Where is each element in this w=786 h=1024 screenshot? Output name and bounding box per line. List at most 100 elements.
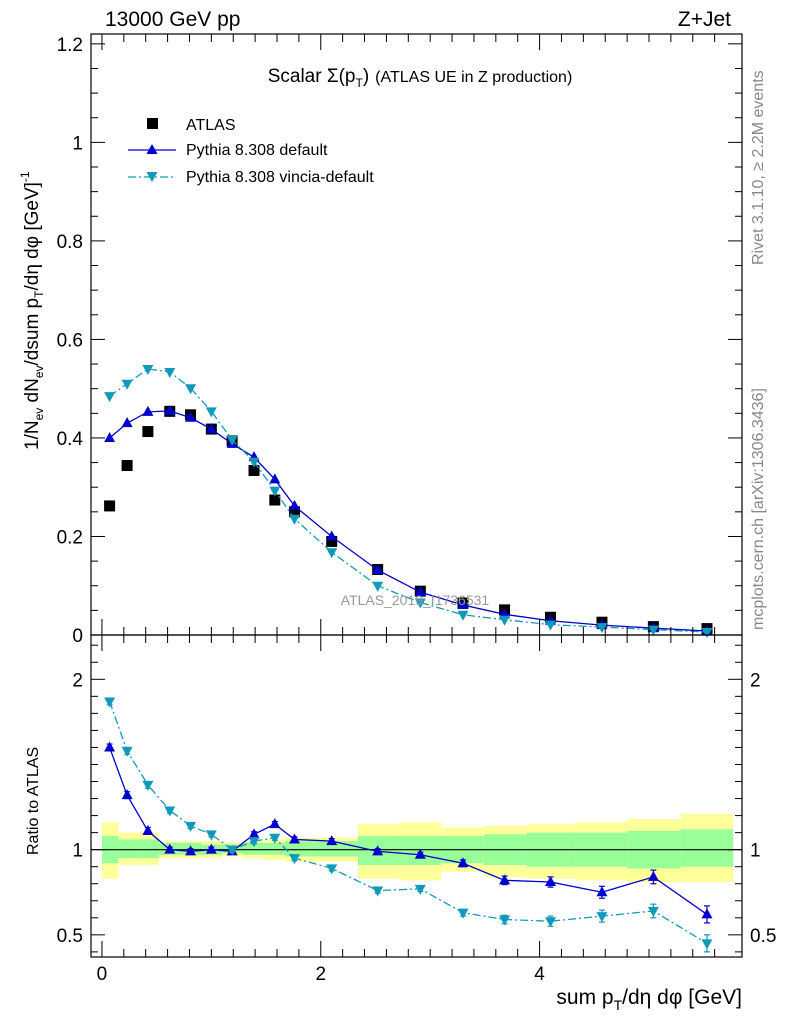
main-data-point-atlas — [326, 535, 338, 547]
main-plot-panel: 0 0.2 0.4 0.6 0.8 1 1.2 Scalar Σ(pT) (ATLAS UE … — [18, 33, 743, 647]
legend-marker-vincia — [146, 172, 158, 182]
main-y-tick-label: 1 — [72, 133, 83, 154]
main-data-point-vincia — [269, 486, 281, 497]
main-data-point-vincia — [205, 407, 217, 418]
main-data-point-atlas — [104, 500, 116, 512]
main-data-point-default — [326, 530, 338, 541]
x-tick-label: 4 — [534, 964, 545, 985]
main-data-point-atlas — [289, 506, 301, 518]
main-data-point-vincia — [499, 615, 511, 626]
process-label: Z+Jet — [678, 8, 731, 31]
main-data-point-default — [457, 598, 469, 609]
ratio-point-vincia — [248, 837, 260, 848]
main-data-point-vincia — [596, 623, 608, 634]
main-data-point-vincia — [545, 620, 557, 631]
main-data-point-vincia — [248, 457, 260, 468]
ratio-point-default — [248, 828, 260, 839]
main-data-point-vincia — [142, 364, 154, 375]
main-data-point-default — [205, 423, 217, 434]
ratio-point-vincia — [545, 917, 557, 928]
ratio-point-default — [701, 908, 713, 919]
ratio-point-vincia — [289, 854, 301, 865]
ratio-point-default — [414, 848, 426, 859]
ratio-y-tick-label-right: 1 — [750, 841, 761, 862]
ratio-point-vincia — [647, 907, 659, 917]
legend-label-vincia: Pythia 8.308 vincia-default — [186, 169, 374, 186]
ratio-point-default — [205, 843, 217, 854]
main-data-point-vincia — [226, 435, 238, 446]
main-data-point-vincia — [457, 610, 469, 621]
ratio-point-vincia — [205, 830, 217, 841]
main-data-point-vincia — [701, 628, 713, 639]
mcplots-label: mcplots.cern.ch [arXiv:1306.3436] — [750, 388, 767, 630]
ratio-plot-panel: 0.5 0.5 1 1 2 2 0 2 4 Ratio to ATLAS sum pT/dη d… — [25, 634, 776, 1013]
rivet-version-label: Rivet 3.1.10, ≥ 2.2M events — [750, 70, 767, 265]
legend: ATLAS Pythia 8.308 default Pythia 8.308 … — [128, 117, 374, 186]
ratio-point-default — [545, 876, 557, 887]
ratio-inner-band — [305, 841, 358, 857]
ratio-inner-band — [284, 841, 306, 857]
ratio-y-tick-label: 2 — [72, 670, 83, 691]
ratio-inner-band — [243, 842, 264, 855]
ratio-point-vincia — [326, 864, 338, 875]
legend-label-atlas: ATLAS — [186, 117, 236, 134]
ratio-point-vincia — [226, 845, 238, 856]
ratio-point-vincia — [142, 780, 154, 791]
main-data-point-default — [104, 431, 116, 442]
x-axis-title: sum pT/dη dφ [GeV] — [556, 986, 742, 1013]
ratio-y-tick-label: 1 — [72, 841, 83, 862]
ratio-y-tick-label-right: 2 — [750, 670, 761, 691]
ratio-point-vincia — [457, 908, 469, 919]
ratio-point-default — [647, 870, 659, 881]
ratio-y-tick-label-right: 0.5 — [750, 926, 776, 947]
main-data-point-default — [289, 499, 301, 510]
ratio-point-default — [457, 857, 469, 868]
main-data-point-default — [121, 417, 133, 428]
main-data-point-default — [142, 405, 154, 416]
main-y-tick-label: 0.2 — [57, 527, 83, 548]
ratio-point-vincia — [121, 746, 133, 757]
main-data-point-atlas — [142, 426, 154, 438]
watermark-label: ATLAS_2019_I1736531 — [341, 592, 490, 608]
main-data-point-vincia — [326, 548, 338, 559]
main-chart-title: Scalar Σ(pT) (ATLAS UE in Z production) — [268, 66, 573, 90]
main-data-point-atlas — [269, 494, 281, 506]
energy-label: 13000 GeV pp — [105, 8, 240, 31]
main-data-point-vincia — [185, 384, 197, 395]
ratio-point-vincia — [185, 821, 197, 832]
ratio-point-default — [269, 818, 281, 829]
x-tick-label: 2 — [315, 964, 326, 985]
ratio-inner-band — [263, 842, 285, 855]
main-data-point-vincia — [289, 514, 301, 525]
ratio-point-default — [372, 845, 384, 856]
ratio-plot-frame — [90, 634, 743, 958]
ratio-point-vincia — [269, 833, 281, 844]
ratio-point-vincia — [701, 939, 713, 950]
ratio-inner-band — [138, 839, 159, 859]
ratio-point-default — [142, 824, 154, 835]
main-y-tick-label: 1.2 — [57, 35, 83, 56]
main-data-point-atlas — [248, 464, 260, 476]
legend-label-default: Pythia 8.308 default — [186, 142, 328, 159]
ratio-point-default — [326, 835, 338, 846]
legend-marker-default — [146, 144, 158, 154]
ratio-point-default — [164, 843, 176, 854]
x-tick-label: 0 — [97, 964, 108, 985]
main-y-tick-label: 0 — [72, 626, 83, 647]
main-data-point-vincia — [372, 581, 384, 592]
main-data-point-vincia — [164, 367, 176, 378]
main-data-point-vincia — [414, 598, 426, 609]
ratio-point-default — [499, 874, 511, 885]
ratio-inner-band — [680, 829, 734, 867]
main-y-axis-title: 1/Nev dNev/dsum pT/dη dφ [GeV]-1 — [18, 171, 46, 450]
ratio-point-vincia — [499, 915, 511, 926]
ratio-point-default — [121, 789, 133, 800]
main-data-point-default — [414, 586, 426, 597]
main-data-point-default — [185, 411, 197, 422]
ratio-inner-band — [118, 839, 139, 859]
ratio-point-vincia — [596, 912, 608, 923]
main-data-point-default — [269, 473, 281, 484]
main-y-tick-label: 0.4 — [57, 429, 84, 450]
main-y-tick-label: 0.8 — [57, 232, 83, 253]
ratio-point-vincia — [372, 886, 384, 897]
